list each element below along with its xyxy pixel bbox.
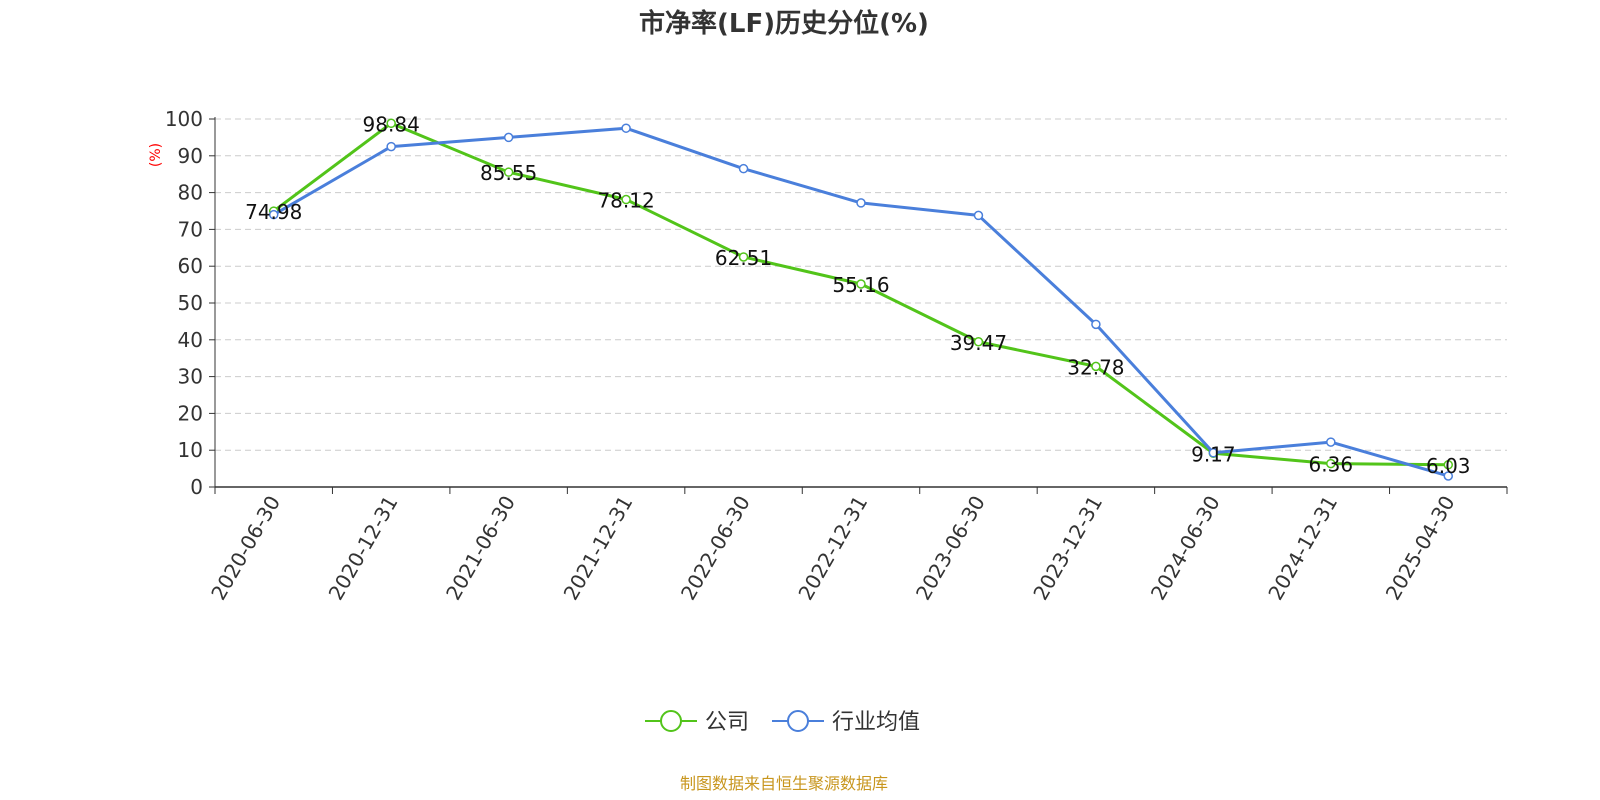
data-point-1[interactable] [1443,471,1454,481]
series-line-1 [272,126,1449,478]
legend-company-circle-icon [660,710,682,732]
data-label: 85.55 [480,161,537,185]
grid-lines [215,118,1507,451]
chart-title: 市净率(LF)历史分位(%) [639,8,929,39]
legend-industry-circle-icon [787,710,809,732]
source-note: 制图数据来自恒生聚源数据库 [680,774,888,793]
data-point-1[interactable] [1208,448,1219,458]
data-point-0[interactable] [856,279,866,289]
y-axis-unit-label: (%) [148,143,164,167]
data-label: 6.36 [1309,453,1354,477]
x-tick-label: 2023-06-30 [911,492,990,605]
y-tick-label: 30 [178,365,203,389]
data-label: 9.17 [1191,442,1236,466]
x-tick-label: 2022-12-31 [793,492,872,605]
data-point-1[interactable] [973,210,984,221]
y-tick-label: 10 [178,438,203,462]
data-label: 74.98 [245,200,302,224]
legend-item-company[interactable]: 公司 [645,710,749,735]
x-tick-label: 2020-06-30 [206,492,285,605]
y-tick-label: 90 [178,144,203,168]
axes: 0 10 20 30 40 50 60 70 80 90 100 2020-06-30 2020-12-… [165,107,1508,605]
x-tick-label: 2022-06-30 [676,492,755,605]
x-tick-label: 2023-12-31 [1028,492,1107,605]
y-tick-label: 40 [178,328,203,352]
data-point-1[interactable] [1091,319,1101,330]
data-point-0[interactable] [503,167,514,177]
data-point-1[interactable] [503,132,514,143]
data-point-0[interactable] [386,118,396,129]
y-tick-label: 80 [178,181,203,205]
data-label: 39.47 [950,331,1007,355]
data-label: 62.51 [715,246,772,270]
data-point-1[interactable] [386,141,396,152]
data-point-1[interactable] [856,198,866,208]
data-labels: 74.98 98.84 85.55 78.12 62.51 55.16 39.47 32.78… [245,112,1470,478]
data-label: 6.03 [1426,454,1471,478]
x-tick-label: 2021-12-31 [559,492,638,605]
legend-company-label: 公司 [705,710,749,735]
data-point-0[interactable] [1091,361,1101,372]
y-tick-label: 50 [178,291,203,315]
data-point-1[interactable] [1326,437,1336,447]
data-label: 32.78 [1067,355,1124,379]
data-label: 55.16 [832,273,889,297]
x-tick-label: 2020-12-31 [324,492,403,605]
data-point-0[interactable] [973,337,984,347]
y-tick-label: 70 [178,217,203,241]
y-tick-label: 20 [178,401,203,425]
data-point-0[interactable] [738,252,749,262]
x-tick-label: 2024-12-31 [1263,492,1342,605]
y-tick-label: 60 [178,254,203,278]
data-point-0[interactable] [621,194,631,205]
legend-industry-label: 行业均值 [832,710,920,735]
data-point-1[interactable] [621,123,631,133]
legend[interactable]: 公司 行业均值 [645,710,920,735]
x-tick-label: 2025-04-30 [1381,492,1460,605]
x-tick-label: 2021-06-30 [441,492,520,605]
legend-item-industry[interactable]: 行业均值 [772,710,920,735]
data-point-1[interactable] [268,209,279,220]
data-label: 78.12 [597,189,654,213]
data-point-0[interactable] [1326,458,1336,469]
data-label: 98.84 [363,112,420,136]
data-point-0[interactable] [1443,460,1454,470]
y-tick-label: 0 [190,475,203,499]
x-tick-label: 2024-06-30 [1146,492,1225,605]
series-layer [268,118,1454,481]
data-point-1[interactable] [738,163,749,174]
y-tick-label: 100 [165,107,203,131]
